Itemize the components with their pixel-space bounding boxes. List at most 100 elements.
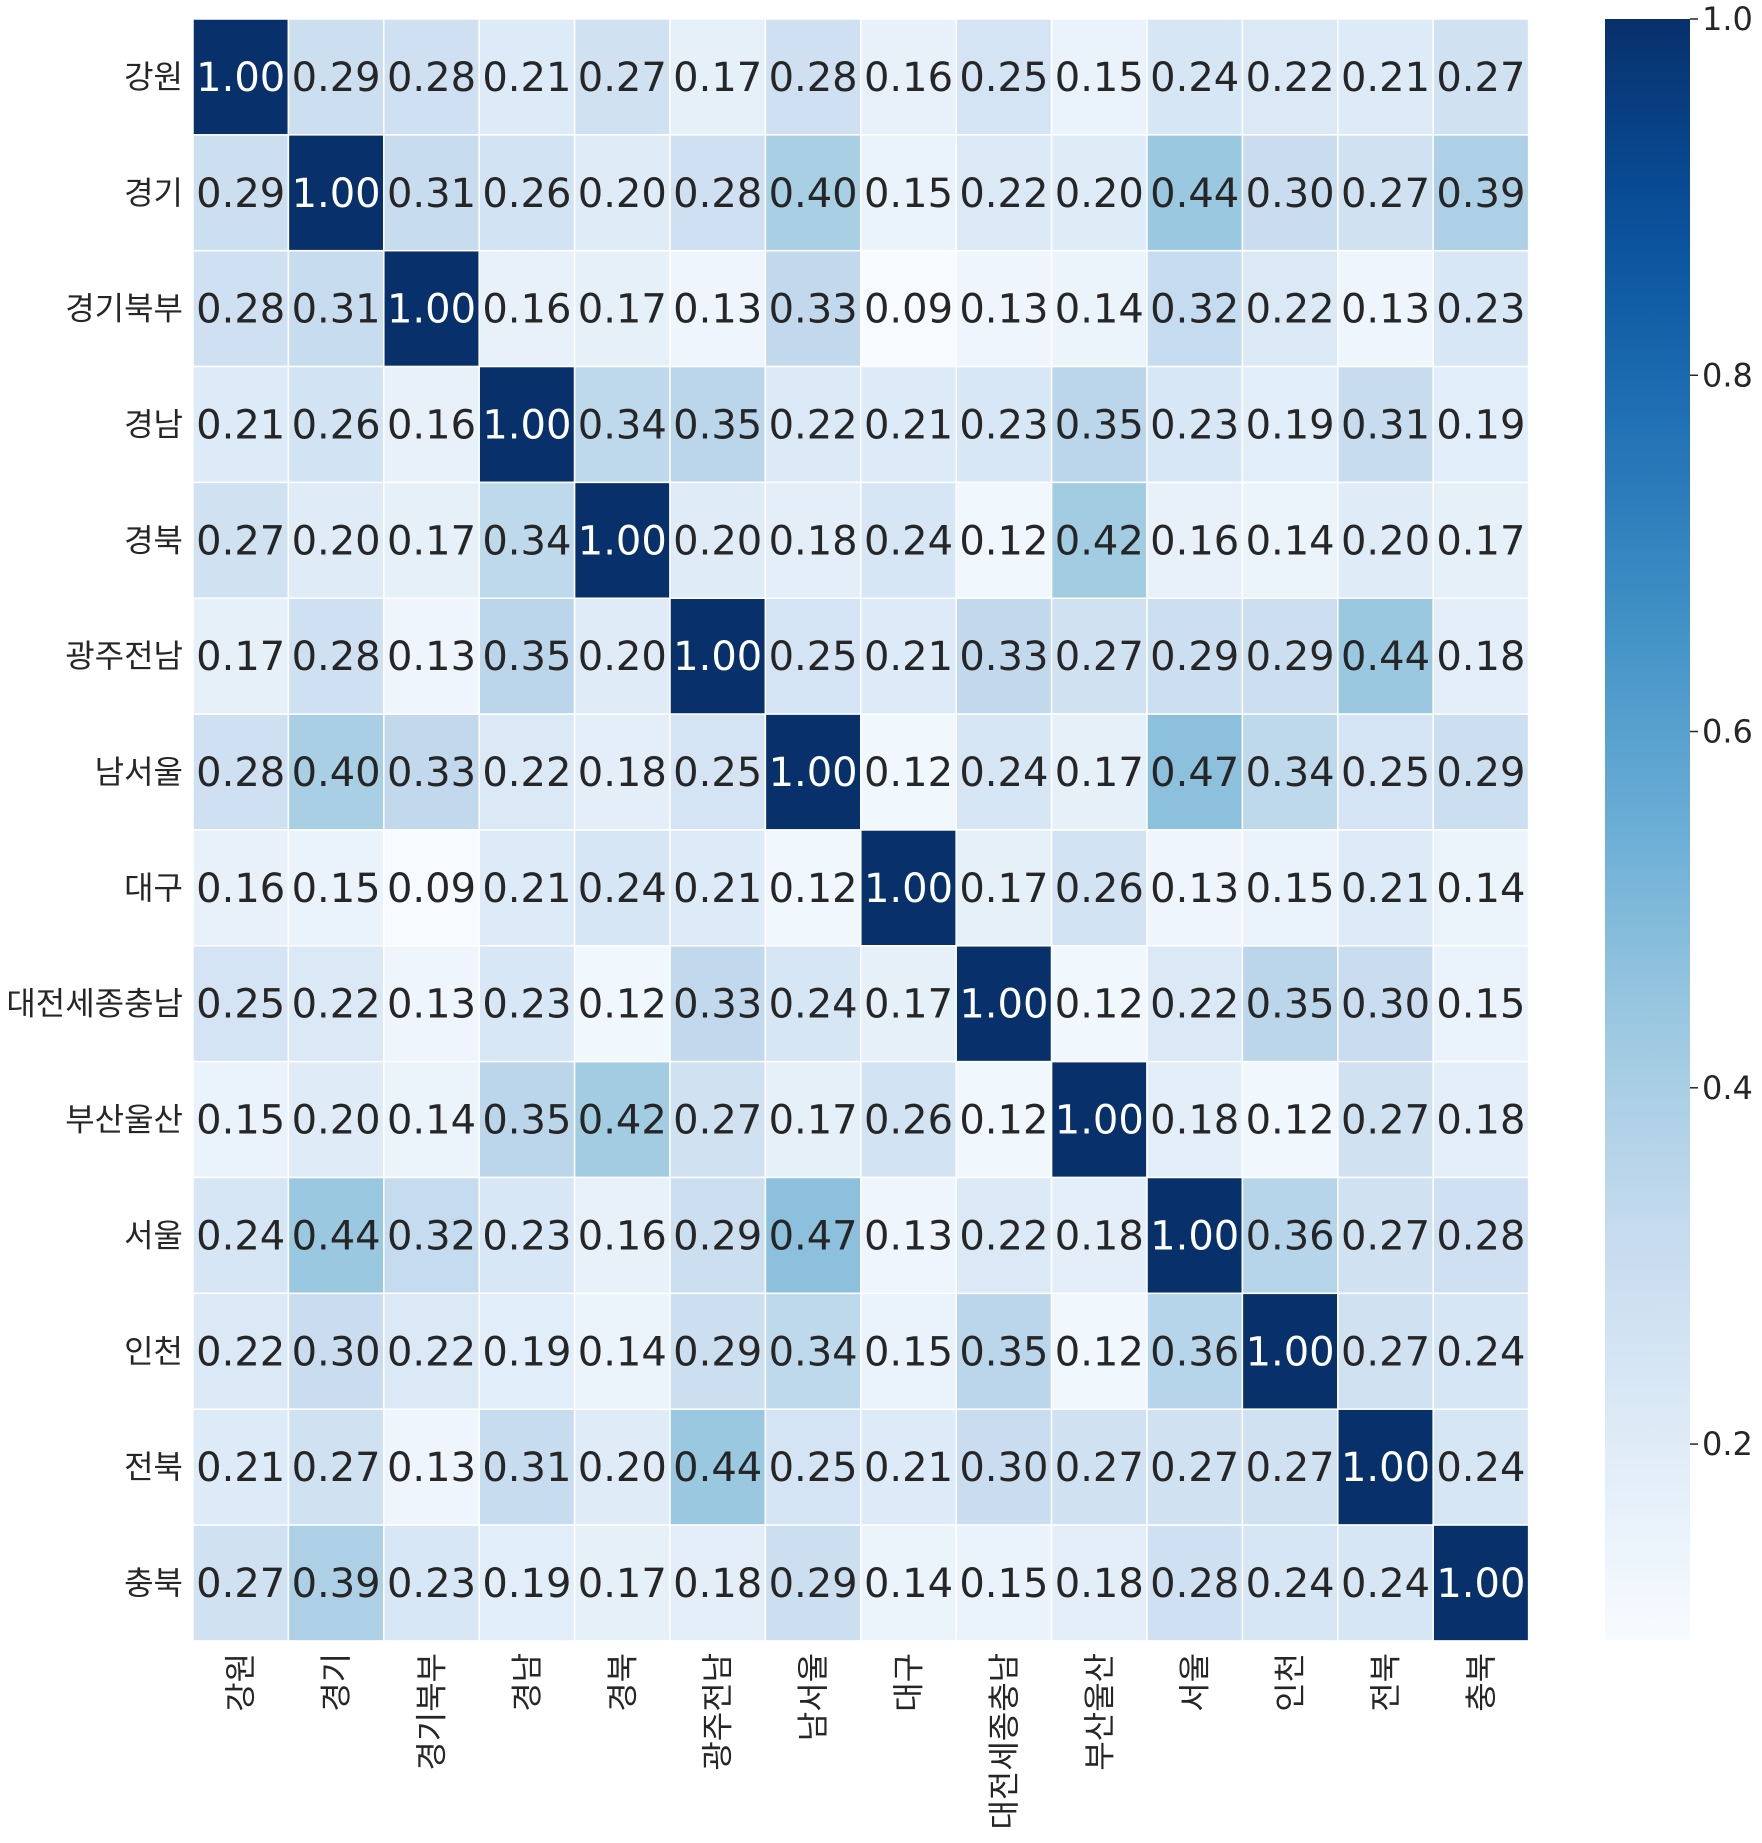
cell-value-2-10: 0.32 bbox=[1150, 287, 1239, 333]
cell-value-9-13: 0.18 bbox=[1436, 1098, 1525, 1144]
heatmap-cell-1-13 bbox=[1432, 134, 1530, 252]
heatmap-cell-11-3 bbox=[478, 1292, 576, 1410]
cell-value-6-0: 0.28 bbox=[196, 750, 285, 796]
heatmap-cell-2-8 bbox=[955, 249, 1053, 368]
cell-value-1-13: 0.39 bbox=[1436, 171, 1525, 217]
heatmap-cell-3-10 bbox=[1146, 365, 1244, 484]
heatmap-cell-7-5 bbox=[669, 829, 767, 947]
cell-value-9-9: 1.00 bbox=[1055, 1098, 1144, 1144]
cell-value-5-4: 0.20 bbox=[578, 634, 667, 680]
cell-value-11-6: 0.34 bbox=[769, 1329, 858, 1375]
cell-value-6-4: 0.18 bbox=[578, 750, 667, 796]
heatmap-cell-10-6 bbox=[764, 1176, 862, 1295]
cell-value-3-2: 0.16 bbox=[387, 402, 476, 448]
cell-value-2-5: 0.13 bbox=[673, 287, 762, 333]
heatmap-cell-5-10 bbox=[1146, 597, 1244, 715]
cell-value-6-6: 1.00 bbox=[769, 750, 858, 796]
cell-value-0-1: 0.29 bbox=[292, 55, 381, 101]
cell-value-3-8: 0.23 bbox=[959, 402, 1048, 448]
heatmap-cell-9-4 bbox=[573, 1060, 671, 1179]
heatmap-cell-0-13 bbox=[1432, 18, 1530, 136]
cell-value-0-7: 0.16 bbox=[864, 55, 953, 101]
heatmap-cell-11-7 bbox=[860, 1292, 957, 1410]
heatmap-cell-4-4 bbox=[573, 481, 671, 599]
heatmap-cell-4-13 bbox=[1432, 481, 1530, 599]
cell-value-8-12: 0.30 bbox=[1341, 982, 1430, 1028]
cell-value-11-10: 0.36 bbox=[1150, 1329, 1239, 1375]
heatmap-cell-12-4 bbox=[573, 1408, 671, 1526]
cell-value-10-9: 0.18 bbox=[1055, 1213, 1144, 1259]
heatmap-cell-8-5 bbox=[669, 945, 767, 1063]
cell-value-6-3: 0.22 bbox=[482, 750, 571, 796]
cell-value-4-9: 0.42 bbox=[1055, 518, 1144, 564]
cell-value-3-0: 0.21 bbox=[196, 402, 285, 448]
cell-value-9-1: 0.20 bbox=[292, 1098, 381, 1144]
cell-value-11-8: 0.35 bbox=[959, 1329, 1048, 1375]
cell-value-9-2: 0.14 bbox=[387, 1098, 476, 1144]
cell-value-5-11: 0.29 bbox=[1246, 634, 1335, 680]
cell-value-2-3: 0.16 bbox=[482, 287, 571, 333]
cell-value-12-6: 0.25 bbox=[769, 1445, 858, 1491]
heatmap-cell-6-2 bbox=[383, 713, 480, 831]
heatmap-cell-2-0 bbox=[192, 249, 290, 368]
heatmap-cell-7-13 bbox=[1432, 829, 1530, 947]
cell-value-6-11: 0.34 bbox=[1246, 750, 1335, 796]
cell-value-5-0: 0.17 bbox=[196, 634, 285, 680]
cell-value-1-9: 0.20 bbox=[1055, 171, 1144, 217]
heatmap-cell-6-7 bbox=[860, 713, 957, 831]
heatmap-cell-9-12 bbox=[1337, 1060, 1434, 1179]
cell-value-5-12: 0.44 bbox=[1341, 634, 1430, 680]
colorbar-tick-label-0: 0.2 bbox=[1702, 1425, 1753, 1463]
column-label-12: 전북 bbox=[1367, 1653, 1405, 1712]
colorbar-gradient bbox=[1605, 19, 1690, 1640]
colorbar-tick-label-4: 1.0 bbox=[1702, 0, 1753, 38]
cell-value-0-3: 0.21 bbox=[482, 55, 571, 101]
cell-value-7-11: 0.15 bbox=[1246, 866, 1335, 912]
row-label-8: 대전세종충남 bbox=[6, 985, 183, 1023]
heatmap-cell-13-13 bbox=[1432, 1524, 1530, 1642]
cell-value-3-12: 0.31 bbox=[1341, 402, 1430, 448]
cell-value-9-12: 0.27 bbox=[1341, 1098, 1430, 1144]
cell-value-1-10: 0.44 bbox=[1150, 171, 1239, 217]
heatmap-cell-7-0 bbox=[192, 829, 290, 947]
cell-value-2-4: 0.17 bbox=[578, 287, 667, 333]
cell-value-5-9: 0.27 bbox=[1055, 634, 1144, 680]
heatmap-cell-1-8 bbox=[955, 134, 1053, 252]
cell-value-10-8: 0.22 bbox=[959, 1213, 1048, 1259]
cell-value-12-10: 0.27 bbox=[1150, 1445, 1239, 1491]
column-label-5: 광주전남 bbox=[699, 1653, 737, 1771]
column-label-8: 대전세종충남 bbox=[985, 1653, 1023, 1830]
heatmap-cell-6-3 bbox=[478, 713, 576, 831]
cell-value-2-13: 0.23 bbox=[1436, 287, 1525, 333]
heatmap-cell-3-13 bbox=[1432, 365, 1530, 484]
cell-value-7-12: 0.21 bbox=[1341, 866, 1430, 912]
cell-value-5-3: 0.35 bbox=[482, 634, 571, 680]
heatmap-cell-3-0 bbox=[192, 365, 290, 484]
heatmap-cell-11-9 bbox=[1050, 1292, 1148, 1410]
heatmap-cell-12-10 bbox=[1146, 1408, 1244, 1526]
row-label-12: 전북 bbox=[124, 1448, 183, 1486]
heatmap-cell-5-6 bbox=[764, 597, 862, 715]
heatmap-cell-10-2 bbox=[383, 1176, 480, 1295]
heatmap-cell-8-10 bbox=[1146, 945, 1244, 1063]
heatmap-cell-1-10 bbox=[1146, 134, 1244, 252]
heatmap-cell-7-3 bbox=[478, 829, 576, 947]
heatmap-cell-12-7 bbox=[860, 1408, 957, 1526]
cell-value-13-1: 0.39 bbox=[292, 1561, 381, 1607]
column-label-10: 서울 bbox=[1176, 1653, 1214, 1712]
cell-value-0-2: 0.28 bbox=[387, 55, 476, 101]
heatmap-cell-10-10 bbox=[1146, 1176, 1244, 1295]
heatmap-cell-4-11 bbox=[1241, 481, 1339, 599]
column-labels: 강원 경기 경기북부 경남 경북 광주전남 남서울 대구 대전세종충남 부산울산 서울 인천 전북 충북 bbox=[222, 1653, 1500, 1830]
heatmap-cell-5-7 bbox=[860, 597, 957, 715]
heatmap-cell-5-12 bbox=[1337, 597, 1434, 715]
cell-value-6-12: 0.25 bbox=[1341, 750, 1430, 796]
cell-value-12-13: 0.24 bbox=[1436, 1445, 1525, 1491]
colorbar-tick-label-3: 0.8 bbox=[1702, 356, 1753, 394]
heatmap-cell-7-1 bbox=[287, 829, 385, 947]
cell-value-1-1: 1.00 bbox=[292, 171, 381, 217]
heatmap-cells: 1.00 0.29 0.28 0.21 0.27 0.17 0.28 0.16 0.25 0.15… bbox=[192, 18, 1530, 1642]
heatmap-cell-11-12 bbox=[1337, 1292, 1434, 1410]
heatmap-cell-8-13 bbox=[1432, 945, 1530, 1063]
cell-value-7-13: 0.14 bbox=[1436, 866, 1525, 912]
